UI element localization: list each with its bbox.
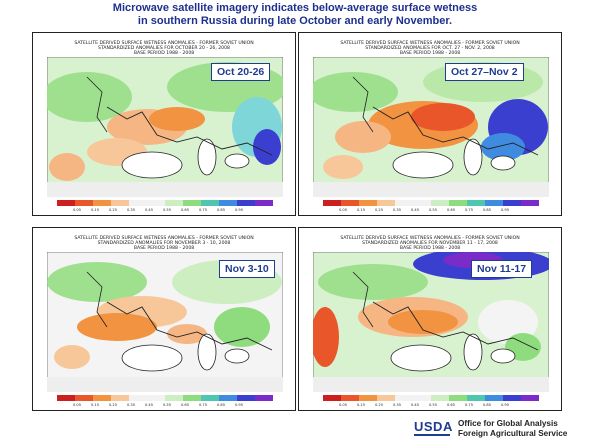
legend-tick: 0.85 bbox=[217, 208, 226, 212]
anomaly-map bbox=[313, 252, 549, 392]
legend-tick: 0.45 bbox=[145, 208, 154, 212]
office-name: Office for Global Analysis bbox=[458, 419, 558, 428]
color-scale-legend bbox=[57, 395, 273, 401]
legend-tick: 0.45 bbox=[411, 403, 420, 407]
legend-tick: 0.45 bbox=[411, 208, 420, 212]
legend-tick: 0.55 bbox=[163, 403, 172, 407]
panel-base-period: BASE PERIOD 1988 - 2008 bbox=[399, 246, 461, 251]
color-scale-legend bbox=[323, 395, 539, 401]
color-scale-legend bbox=[323, 200, 539, 206]
legend-tick: 0.35 bbox=[393, 208, 402, 212]
legend-tick: 0.65 bbox=[447, 208, 456, 212]
date-label: Nov 3-10 bbox=[219, 260, 275, 278]
legend-tick: 0.25 bbox=[109, 208, 118, 212]
legend-tick: 0.55 bbox=[163, 208, 172, 212]
legend-tick: 0.35 bbox=[127, 403, 136, 407]
usda-logo: USDA bbox=[414, 419, 453, 434]
legend-tick: 0.05 bbox=[339, 208, 348, 212]
map-panel-nov-3-10: SATELLITE DERIVED SURFACE WETNESS ANOMAL… bbox=[32, 227, 296, 411]
panel-base-period: BASE PERIOD 1988 - 2008 bbox=[133, 246, 195, 251]
legend-tick: 0.25 bbox=[109, 403, 118, 407]
legend-tick: 0.65 bbox=[447, 403, 456, 407]
usda-logo-underline bbox=[414, 434, 450, 436]
panel-base-period: BASE PERIOD 1988 - 2008 bbox=[399, 51, 461, 56]
legend-tick: 0.25 bbox=[375, 403, 384, 407]
legend-tick: 0.55 bbox=[429, 403, 438, 407]
color-scale-legend bbox=[57, 200, 273, 206]
legend-tick: 0.15 bbox=[91, 208, 100, 212]
legend-tick: 0.55 bbox=[429, 208, 438, 212]
headline-line-1: Microwave satellite imagery indicates be… bbox=[112, 2, 478, 14]
legend-tick: 0.75 bbox=[465, 403, 474, 407]
legend-tick: 0.95 bbox=[501, 403, 510, 407]
panel-base-period: BASE PERIOD 1988 - 2008 bbox=[133, 51, 195, 56]
legend-tick: 0.35 bbox=[127, 208, 136, 212]
date-label: Oct 20-26 bbox=[211, 63, 271, 81]
legend-tick: 0.15 bbox=[357, 208, 366, 212]
legend-tick: 0.65 bbox=[181, 208, 190, 212]
headline: Microwave satellite imagery indicates be… bbox=[0, 2, 590, 28]
legend-tick: 0.95 bbox=[235, 208, 244, 212]
date-label: Oct 27–Nov 2 bbox=[445, 63, 524, 81]
legend-tick: 0.05 bbox=[73, 403, 82, 407]
legend-tick: 0.65 bbox=[181, 403, 190, 407]
anomaly-map bbox=[47, 57, 283, 197]
panel-subtitle: STANDARDIZED ANOMALIES FOR NOVEMBER 3 - … bbox=[97, 241, 231, 246]
legend-tick: 0.85 bbox=[217, 403, 226, 407]
legend-tick: 0.05 bbox=[339, 403, 348, 407]
date-label: Nov 11-17 bbox=[471, 260, 533, 278]
panel-subtitle: STANDARDIZED ANOMALIES FOR OCTOBER 20 - … bbox=[98, 46, 230, 51]
legend-tick: 0.15 bbox=[91, 403, 100, 407]
panel-title: SATELLITE DERIVED SURFACE WETNESS ANOMAL… bbox=[74, 41, 254, 46]
panel-title: SATELLITE DERIVED SURFACE WETNESS ANOMAL… bbox=[340, 236, 520, 241]
legend-tick: 0.75 bbox=[465, 208, 474, 212]
panel-subtitle: STANDARDIZED ANOMALIES FOR NOVEMBER 11 -… bbox=[362, 241, 498, 246]
agency-name: Foreign Agricultural Service bbox=[458, 429, 568, 438]
legend-tick: 0.15 bbox=[357, 403, 366, 407]
legend-tick: 0.75 bbox=[199, 208, 208, 212]
legend-tick: 0.85 bbox=[483, 208, 492, 212]
panel-title: SATELLITE DERIVED SURFACE WETNESS ANOMAL… bbox=[340, 41, 520, 46]
legend-tick: 0.95 bbox=[235, 403, 244, 407]
legend-tick: 0.75 bbox=[199, 403, 208, 407]
legend-tick: 0.45 bbox=[145, 403, 154, 407]
map-panel-nov-11-17: SATELLITE DERIVED SURFACE WETNESS ANOMAL… bbox=[298, 227, 562, 411]
legend-tick: 0.35 bbox=[393, 403, 402, 407]
headline-line-2: in southern Russia during late October a… bbox=[137, 15, 453, 27]
anomaly-map bbox=[47, 252, 283, 392]
footer-credit: USDA Office for Global Analysis Foreign … bbox=[414, 418, 584, 440]
legend-tick: 0.95 bbox=[501, 208, 510, 212]
map-panel-oct-27-nov-2: SATELLITE DERIVED SURFACE WETNESS ANOMAL… bbox=[298, 32, 562, 216]
legend-tick: 0.05 bbox=[73, 208, 82, 212]
map-panel-oct-20-26: SATELLITE DERIVED SURFACE WETNESS ANOMAL… bbox=[32, 32, 296, 216]
panel-title: SATELLITE DERIVED SURFACE WETNESS ANOMAL… bbox=[74, 236, 254, 241]
panel-subtitle: STANDARDIZED ANOMALIES FOR OCT. 27 - NOV… bbox=[365, 46, 495, 51]
legend-tick: 0.85 bbox=[483, 403, 492, 407]
legend-tick: 0.25 bbox=[375, 208, 384, 212]
